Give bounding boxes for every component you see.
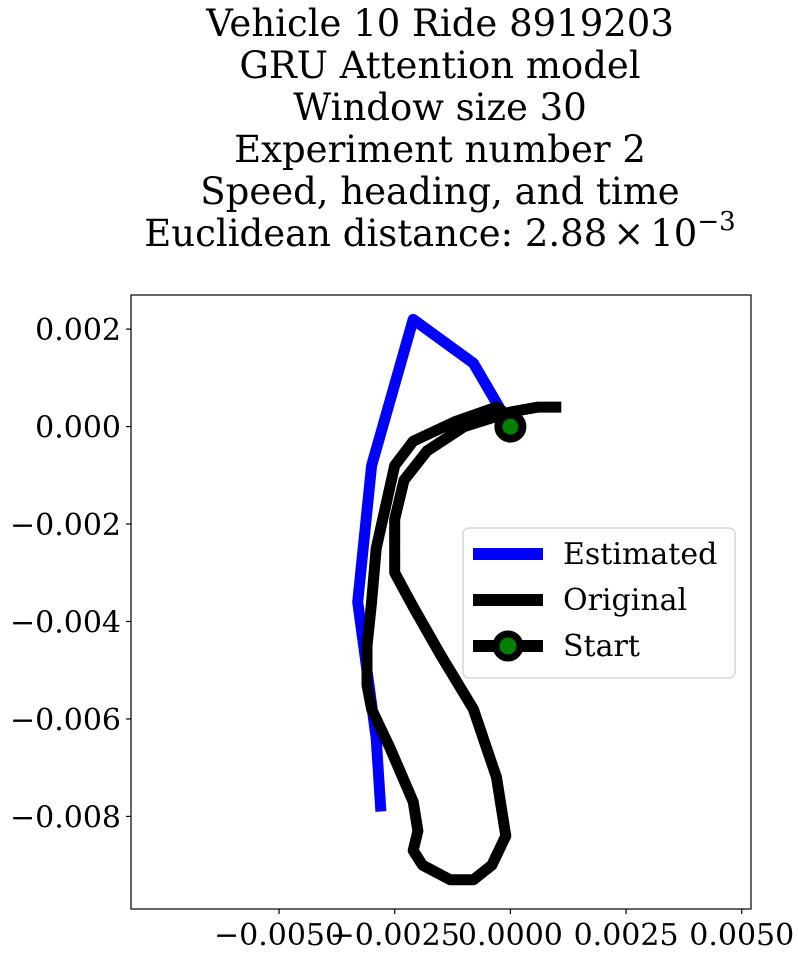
legend-label-start: Start bbox=[563, 629, 640, 664]
x-tick-label: 0.0050 bbox=[689, 918, 794, 953]
x-tick-label: −0.0025 bbox=[330, 918, 460, 953]
title-line-6: Euclidean distance: 2.88 × 10−3 bbox=[144, 207, 735, 255]
title-metric-times: × bbox=[613, 212, 644, 255]
title-metric-exponent: −3 bbox=[697, 207, 735, 237]
chart-title: Vehicle 10 Ride 8919203 GRU Attention mo… bbox=[144, 2, 735, 255]
start-layer bbox=[494, 410, 527, 443]
x-tick-label: −0.0050 bbox=[214, 918, 344, 953]
title-line-1: Vehicle 10 Ride 8919203 bbox=[205, 2, 674, 45]
x-tick-label: 0.0000 bbox=[458, 918, 563, 953]
title-line-5: Speed, heading, and time bbox=[200, 170, 679, 213]
legend-label-estimated: Estimated bbox=[563, 537, 717, 572]
y-tick-label: 0.002 bbox=[35, 313, 121, 348]
y-tick-label: −0.008 bbox=[10, 800, 121, 835]
plot-frame bbox=[130, 294, 752, 910]
legend-label-original: Original bbox=[563, 583, 687, 618]
title-line-2: GRU Attention model bbox=[239, 44, 640, 87]
y-tick-label: 0.000 bbox=[35, 411, 121, 446]
y-tick-label: −0.004 bbox=[10, 605, 121, 640]
title-metric-base: 10 bbox=[650, 212, 697, 255]
x-tick-label: 0.0025 bbox=[574, 918, 679, 953]
title-line-4: Experiment number 2 bbox=[234, 128, 646, 171]
legend: Estimated Original Start bbox=[462, 527, 736, 679]
legend-swatch-start-marker bbox=[492, 630, 524, 662]
series-line-estimated bbox=[352, 313, 516, 812]
title-line-3: Window size 30 bbox=[293, 86, 587, 129]
start-marker bbox=[494, 410, 527, 443]
y-tick-label: −0.002 bbox=[10, 508, 121, 543]
series-layer bbox=[352, 313, 562, 886]
y-tick-label: −0.006 bbox=[10, 703, 121, 738]
series-line-original bbox=[361, 401, 562, 886]
y-axis: 0.002 0.000 −0.002 −0.004 −0.006 −0.008 bbox=[10, 313, 131, 835]
title-metric-prefix: Euclidean distance: 2.88 bbox=[144, 212, 607, 255]
